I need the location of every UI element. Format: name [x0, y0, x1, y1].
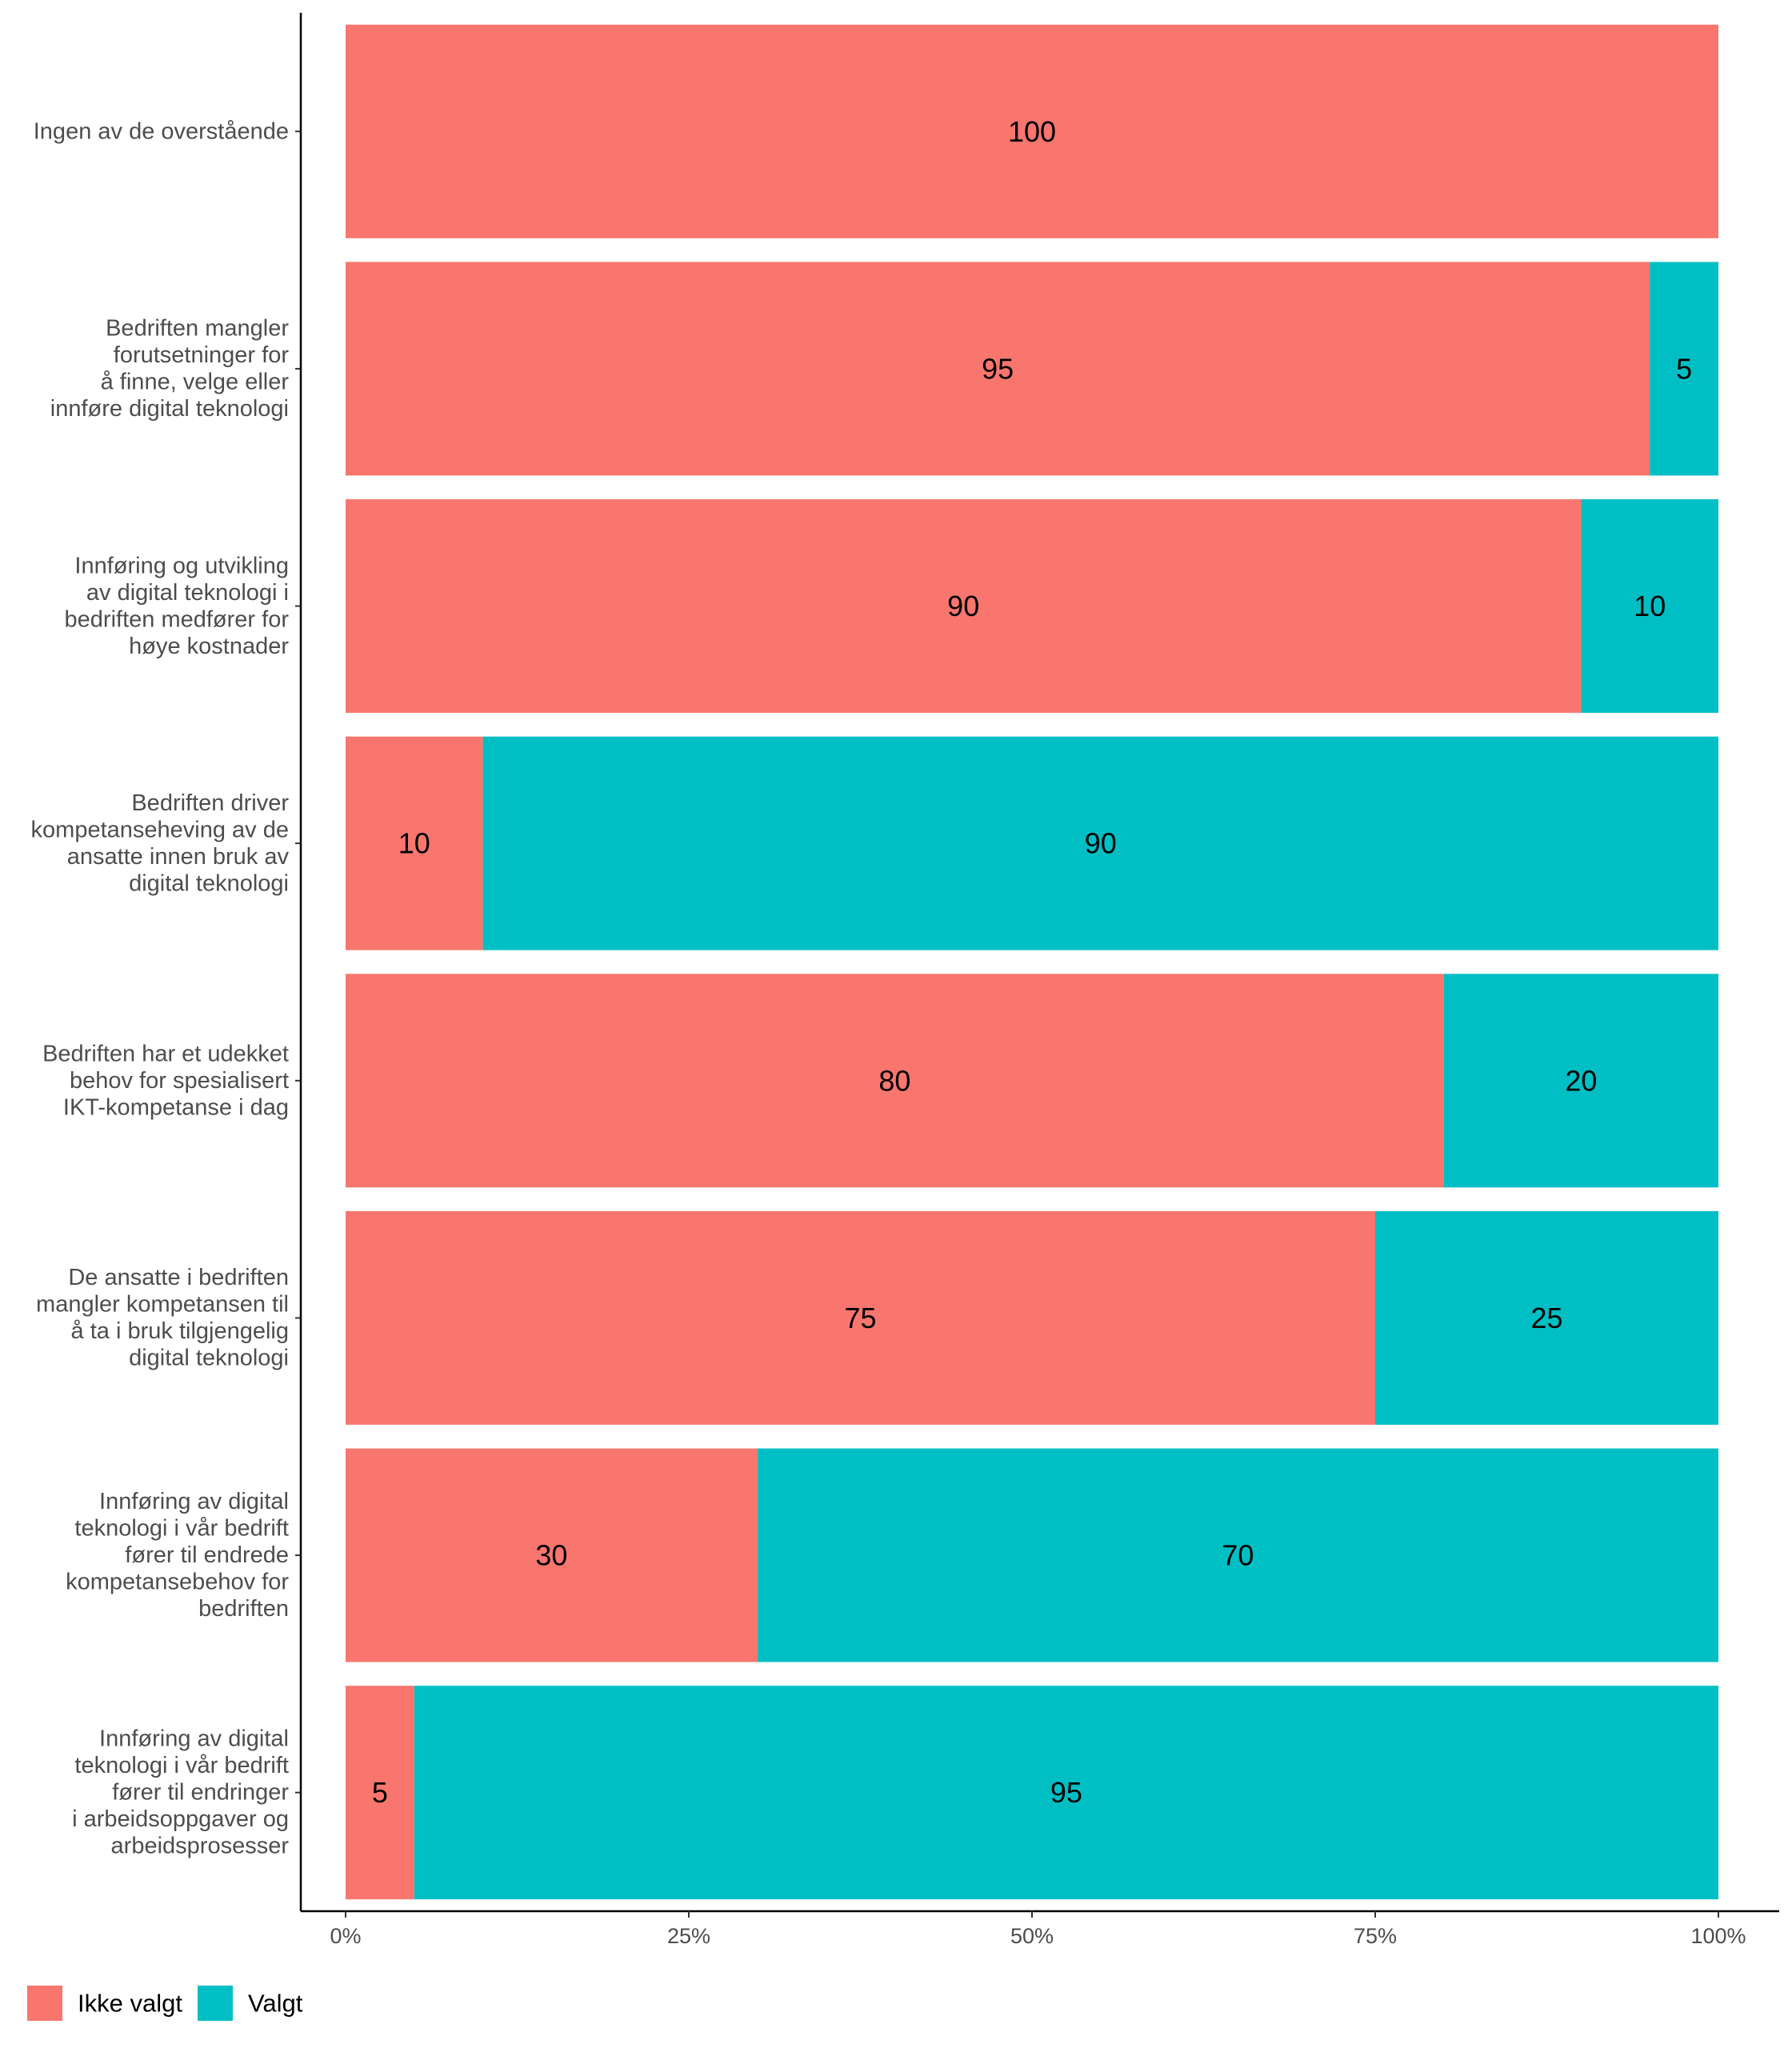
category-label-line: IKT-kompetanse i dag — [63, 1094, 289, 1120]
category-label-line: Bedriften driver — [131, 790, 289, 816]
bars-layer — [346, 24, 1718, 1900]
category-label-line: De ansatte i bedriften — [68, 1265, 289, 1290]
bar-labels-layer: 100 95 5 90 10 10 90 80 20 75 25 30 70 5 95 — [372, 115, 1692, 1809]
bar-value-label-ikke-valgt-2: 95 — [982, 352, 1014, 385]
category-label-line: digital teknologi — [129, 1346, 289, 1371]
category-label-line: Ingen av de overstående — [34, 118, 289, 144]
bar-ikke-valgt-3 — [346, 499, 1582, 714]
category-label-line: Innføring og utvikling — [74, 553, 289, 578]
category-label-line: kompetansebehov for — [66, 1570, 289, 1595]
bar-ikke-valgt-6 — [346, 1210, 1375, 1425]
bar-value-label-ikke-valgt-8: 5 — [372, 1776, 388, 1809]
legend-key-valgt — [198, 1986, 233, 2021]
category-label-line: av digital teknologi i — [86, 580, 289, 606]
x-tick-label-3: 50% — [1010, 1924, 1054, 1948]
y-axis: Ingen av de overstående Bedriften mangler… — [31, 13, 302, 1911]
bar-valgt-8 — [414, 1686, 1718, 1900]
x-axis: 0% 25% 50% 75% 100% — [301, 1910, 1779, 1948]
category-label-line: i arbeidsoppgaver og — [72, 1806, 289, 1832]
bar-value-label-valgt-7: 70 — [1222, 1539, 1254, 1572]
category-label-8: Innføring av digital teknologi i vår bedr… — [72, 1726, 289, 1859]
bar-ikke-valgt-5 — [346, 974, 1444, 1188]
category-label-6: De ansatte i bedriften mangler kompetanse… — [36, 1265, 289, 1371]
category-label-line: kompetanseheving av de — [31, 817, 289, 842]
category-label-line: mangler kompetansen til — [36, 1292, 289, 1318]
bar-value-label-ikke-valgt-1: 100 — [1008, 115, 1056, 148]
bar-value-label-valgt-6: 25 — [1530, 1302, 1562, 1334]
bar-valgt-6 — [1375, 1210, 1718, 1425]
bar-valgt-4 — [482, 736, 1718, 950]
category-label-line: å ta i bruk tilgjengelig — [71, 1318, 289, 1344]
x-tick-label-1: 0% — [330, 1924, 361, 1948]
category-label-line: innføre digital teknologi — [50, 396, 289, 422]
category-label-line: Innføring av digital — [99, 1726, 289, 1752]
bar-ikke-valgt-7 — [346, 1448, 758, 1662]
x-tick-label-5: 100% — [1690, 1924, 1746, 1948]
category-label-line: bedriften — [198, 1596, 289, 1622]
category-label-line: Bedriften har et udekket — [42, 1041, 289, 1066]
bar-value-label-valgt-3: 10 — [1634, 590, 1666, 622]
category-label-line: forutsetninger for — [114, 342, 290, 368]
category-label-line: arbeidsprosesser — [111, 1834, 290, 1859]
category-label-line: digital teknologi — [129, 870, 289, 896]
bar-ikke-valgt-8 — [346, 1686, 414, 1900]
category-label-line: fører til endringer — [112, 1780, 289, 1806]
category-label-line: behov for spesialisert — [70, 1068, 289, 1094]
bar-value-label-valgt-5: 20 — [1565, 1064, 1597, 1097]
category-label-5: Bedriften har et udekket behov for spesia… — [42, 1041, 289, 1120]
bar-value-label-valgt-2: 5 — [1676, 352, 1692, 385]
category-label-2: Bedriften mangler forutsetninger for å fin… — [50, 316, 290, 422]
category-label-line: teknologi i vår bedrift — [74, 1516, 289, 1542]
category-label-line: teknologi i vår bedrift — [74, 1753, 289, 1778]
bar-value-label-valgt-8: 95 — [1050, 1776, 1082, 1809]
bar-value-label-ikke-valgt-6: 75 — [844, 1302, 876, 1334]
legend-label-ikke-valgt: Ikke valgt — [78, 1990, 182, 2018]
legend-key-ikke-valgt — [27, 1986, 62, 2021]
bar-value-label-ikke-valgt-5: 80 — [878, 1064, 910, 1097]
bar-ikke-valgt-1 — [346, 24, 1718, 238]
legend: Ikke valgt Valgt — [27, 1986, 303, 2021]
bar-valgt-3 — [1581, 499, 1718, 714]
category-label-line: bedriften medfører for — [65, 606, 290, 632]
category-label-line: å finne, velge eller — [101, 370, 290, 395]
category-label-line: fører til endrede — [125, 1542, 289, 1568]
category-label-1: Ingen av de overstående — [34, 118, 289, 144]
category-label-3: Innføring og utvikling av digital teknolo… — [65, 553, 290, 659]
bar-ikke-valgt-2 — [346, 262, 1650, 476]
category-label-line: Innføring av digital — [99, 1489, 289, 1514]
x-tick-label-4: 75% — [1354, 1924, 1397, 1948]
legend-label-valgt: Valgt — [248, 1990, 303, 2018]
category-label-4: Bedriften driver kompetanseheving av de an… — [31, 790, 290, 897]
x-tick-label-2: 25% — [667, 1924, 710, 1948]
category-label-line: ansatte innen bruk av — [67, 844, 290, 870]
category-label-line: Bedriften mangler — [106, 316, 289, 342]
bar-valgt-5 — [1443, 974, 1718, 1188]
bar-valgt-7 — [757, 1448, 1718, 1662]
category-label-line: høye kostnader — [129, 634, 289, 659]
bar-value-label-valgt-4: 90 — [1085, 827, 1117, 860]
bar-value-label-ikke-valgt-3: 90 — [947, 590, 979, 622]
bar-ikke-valgt-4 — [346, 736, 483, 950]
bar-valgt-2 — [1650, 262, 1718, 476]
bar-value-label-ikke-valgt-4: 10 — [398, 827, 430, 860]
bar-value-label-ikke-valgt-7: 30 — [535, 1539, 567, 1572]
category-label-7: Innføring av digital teknologi i vår bedr… — [66, 1489, 289, 1622]
